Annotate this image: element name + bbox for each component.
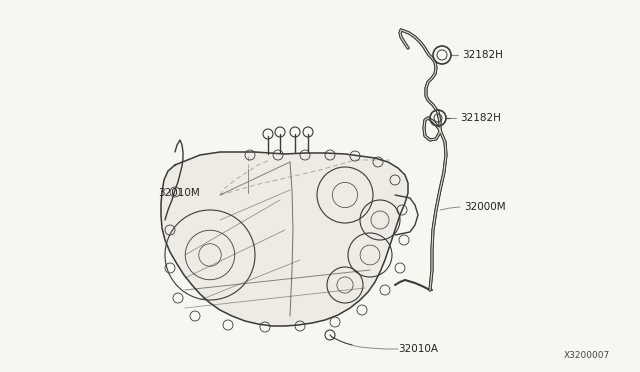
Text: 32010A: 32010A (398, 344, 438, 354)
Text: 32182H: 32182H (460, 113, 501, 123)
Polygon shape (161, 152, 408, 326)
Text: 32182H: 32182H (462, 50, 503, 60)
Text: X3200007: X3200007 (564, 350, 610, 359)
Text: 32000M: 32000M (464, 202, 506, 212)
Text: 32010M: 32010M (158, 188, 200, 198)
